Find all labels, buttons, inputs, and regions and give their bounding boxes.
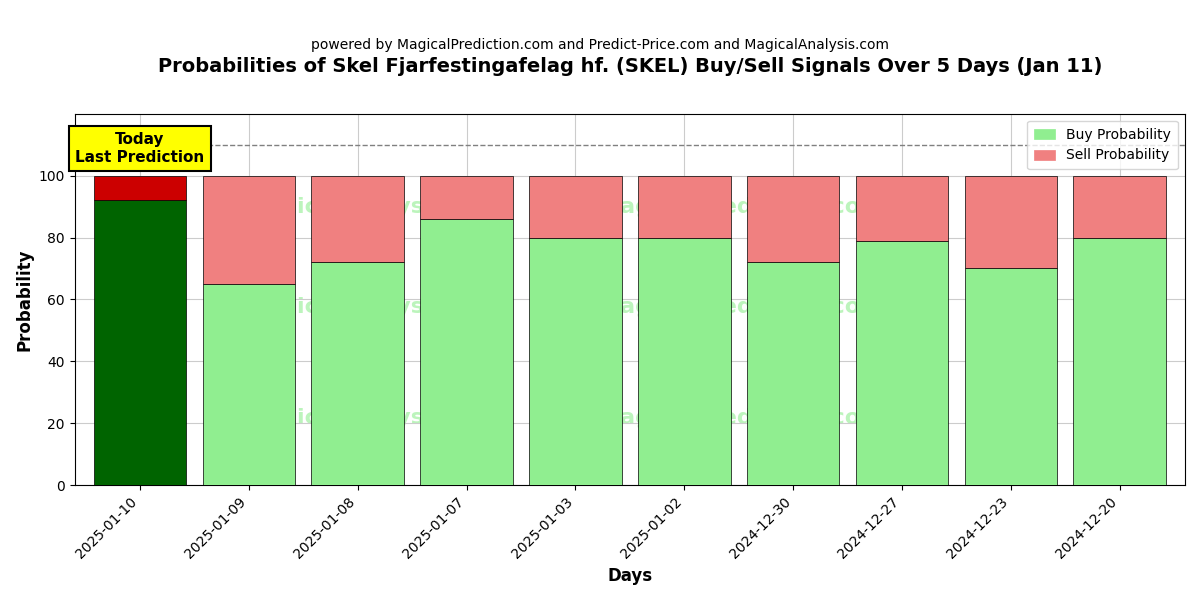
Text: MagicalAnalysis.com: MagicalAnalysis.com [244,197,505,217]
Y-axis label: Probability: Probability [16,248,34,351]
Bar [856,241,948,485]
Bar [94,176,186,200]
Bar [638,238,731,485]
Bar [529,176,622,238]
Text: MagicalPrediction.com: MagicalPrediction.com [598,197,883,217]
Legend: Buy Probability, Sell Probability: Buy Probability, Sell Probability [1027,121,1178,169]
Bar [312,176,404,262]
Text: Today
Last Prediction: Today Last Prediction [76,132,204,164]
Bar [965,176,1057,268]
Bar [203,284,295,485]
Text: MagicalPrediction.com: MagicalPrediction.com [598,409,883,428]
X-axis label: Days: Days [607,567,653,585]
Bar [420,219,512,485]
Text: powered by MagicalPrediction.com and Predict-Price.com and MagicalAnalysis.com: powered by MagicalPrediction.com and Pre… [311,38,889,52]
Bar [312,262,404,485]
Bar [420,176,512,219]
Bar [94,200,186,485]
Title: Probabilities of Skel Fjarfestingafelag hf. (SKEL) Buy/Sell Signals Over 5 Days : Probabilities of Skel Fjarfestingafelag … [157,57,1102,76]
Text: MagicalAnalysis.com: MagicalAnalysis.com [244,409,505,428]
Bar [529,238,622,485]
Bar [746,176,839,262]
Bar [746,262,839,485]
Text: MagicalAnalysis.com: MagicalAnalysis.com [244,297,505,317]
Bar [203,176,295,284]
Text: MagicalPrediction.com: MagicalPrediction.com [598,297,883,317]
Bar [1074,176,1166,238]
Bar [638,176,731,238]
Bar [965,268,1057,485]
Bar [856,176,948,241]
Bar [1074,238,1166,485]
